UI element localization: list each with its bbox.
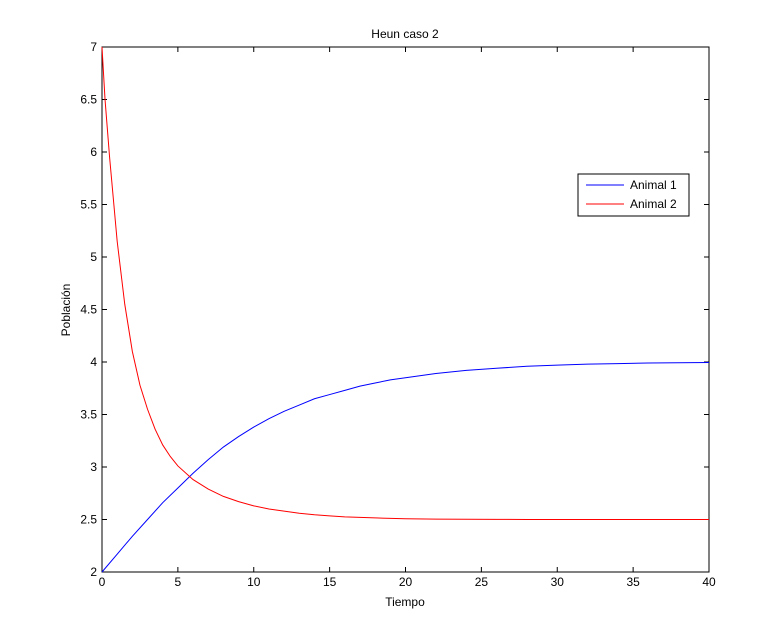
y-tick-label: 4 [90,355,97,369]
y-tick-label: 6.5 [80,93,97,107]
legend: Animal 1 Animal 2 [577,173,690,217]
plot-area: 0 5 10 15 20 25 30 35 40 2 2.5 3 3.5 4 4.5 5 5.5 6 6.5 7 [80,40,716,589]
y-tick-label: 5 [90,250,97,264]
legend-label: Animal 2 [630,197,677,211]
x-tick-label: 0 [99,575,106,589]
y-tick-label: 3.5 [80,408,97,422]
series-line-animal-1 [101,362,710,573]
chart-title: Heun caso 2 [371,27,439,41]
x-tick-label: 20 [399,575,413,589]
y-tick-label: 4.5 [80,303,97,317]
legend-box [577,173,690,217]
y-tick-label: 3 [90,460,97,474]
y-tick-label: 2 [90,565,97,579]
x-axis-label: Tiempo [385,595,425,609]
y-axis-label: Población [59,284,73,337]
x-tick-label: 35 [626,575,640,589]
series-line-animal-2 [101,46,709,520]
x-tick-label: 10 [247,575,261,589]
y-tick-label: 7 [90,40,97,54]
x-tick-label: 5 [175,575,182,589]
x-tick-label: 40 [702,575,716,589]
y-tick-label: 6 [90,145,97,159]
legend-label: Animal 1 [630,178,677,192]
x-tick-label: 25 [475,575,489,589]
x-tick-label: 30 [551,575,565,589]
y-tick-label: 5.5 [80,198,97,212]
y-tick-label: 2.5 [80,513,97,527]
x-tick-label: 15 [323,575,337,589]
